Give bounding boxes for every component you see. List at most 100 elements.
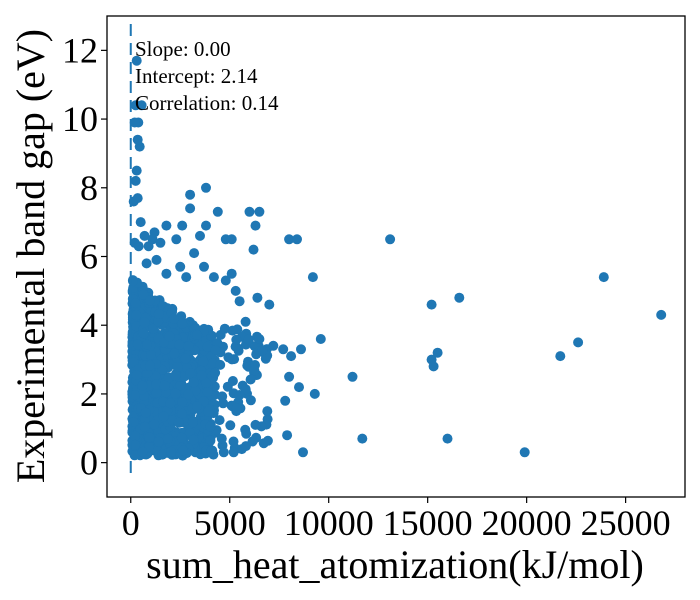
scatter-point	[188, 434, 199, 445]
scatter-point	[347, 371, 358, 382]
scatter-point	[161, 268, 172, 279]
scatter-point	[129, 390, 140, 401]
scatter-point	[130, 298, 141, 309]
scatter-point	[192, 329, 203, 340]
scatter-point	[130, 430, 140, 441]
data-points	[127, 55, 667, 461]
scatter-point	[227, 325, 238, 336]
scatter-point	[454, 292, 465, 303]
scatter-point	[231, 334, 242, 345]
scatter-point	[278, 344, 289, 355]
scatter-point	[131, 370, 142, 380]
scatter-point	[428, 361, 439, 372]
scatter-point	[151, 379, 162, 390]
scatter-point	[153, 309, 164, 319]
scatter-point	[298, 447, 308, 458]
scatter-point	[130, 439, 141, 450]
scatter-point	[201, 220, 211, 231]
scatter-point	[172, 362, 183, 373]
scatter-point	[147, 234, 158, 245]
scatter-point	[656, 309, 667, 320]
scatter-point	[286, 351, 297, 362]
scatter-point	[177, 397, 188, 408]
annotation-correlation: Correlation: 0.14	[135, 91, 279, 115]
scatter-point	[206, 446, 217, 457]
scatter-point	[241, 428, 252, 439]
scatter-point	[129, 117, 140, 128]
scatter-point	[243, 334, 254, 345]
scatter-point	[598, 272, 609, 283]
scatter-point	[223, 352, 234, 363]
scatter-point	[226, 234, 237, 245]
scatter-point	[282, 430, 293, 441]
x-axis-ticks: 0 5000 10000 15000 20000 25000	[122, 497, 671, 543]
scatter-point	[234, 390, 245, 400]
scatter-point	[174, 339, 185, 350]
annotation-slope: Slope: 0.00	[135, 37, 231, 61]
scatter-point	[228, 436, 239, 447]
scatter-point	[252, 292, 263, 303]
scatter-point	[192, 401, 202, 412]
scatter-point	[144, 432, 155, 443]
scatter-point	[144, 295, 155, 306]
scatter-point	[236, 444, 247, 455]
scatter-point	[216, 433, 227, 444]
scatter-point	[135, 217, 146, 228]
scatter-point	[142, 339, 152, 350]
scatter-point	[240, 316, 251, 327]
scatter-point	[294, 382, 304, 393]
scatter-point	[315, 334, 326, 344]
scatter-point	[307, 272, 318, 283]
y-tick-label: 8	[80, 168, 98, 208]
scatter-point	[249, 365, 260, 376]
scatter-point	[248, 244, 259, 255]
scatter-point	[168, 313, 179, 324]
y-tick-label: 0	[80, 443, 98, 483]
scatter-point	[280, 395, 291, 406]
scatter-point	[155, 237, 166, 248]
y-axis-ticks: 0 2 4 6 8 10 12	[62, 30, 107, 483]
scatter-point	[207, 358, 218, 369]
scatter-point	[250, 220, 261, 231]
scatter-point	[161, 220, 172, 231]
scatter-point	[137, 446, 148, 457]
scatter-point	[227, 376, 238, 386]
scatter-point	[202, 387, 213, 397]
scatter-point	[180, 353, 191, 364]
y-tick-label: 2	[80, 374, 98, 414]
x-tick-label: 25000	[581, 503, 671, 543]
scatter-point	[188, 377, 199, 388]
x-tick-label: 0	[122, 503, 140, 543]
scatter-point	[245, 395, 256, 406]
scatter-point	[244, 206, 255, 217]
scatter-point	[132, 134, 143, 145]
scatter-point	[131, 165, 142, 176]
scatter-point	[148, 323, 159, 334]
scatter-point	[145, 349, 156, 360]
scatter-point	[157, 449, 168, 460]
scatter-point	[164, 331, 175, 342]
scatter-point	[177, 408, 187, 419]
scatter-point	[208, 272, 219, 283]
scatter-point	[573, 337, 584, 348]
scatter-point	[139, 421, 150, 432]
scatter-point	[203, 406, 214, 417]
scatter-point	[140, 407, 151, 418]
scatter-point	[185, 189, 196, 200]
scatter-point	[181, 272, 192, 283]
scatter-point	[153, 436, 164, 447]
scatter-point	[234, 296, 245, 307]
scatter-point	[225, 420, 236, 431]
scatter-point	[218, 398, 229, 409]
scatter-point	[212, 206, 223, 217]
scatter-point	[357, 433, 368, 444]
scatter-point	[133, 241, 144, 252]
scatter-point	[231, 403, 242, 414]
scatter-point	[258, 438, 269, 449]
scatter-point	[284, 234, 295, 245]
scatter-point	[166, 446, 176, 457]
scatter-point	[169, 348, 180, 359]
scatter-point	[257, 345, 268, 356]
scatter-point	[165, 398, 176, 409]
